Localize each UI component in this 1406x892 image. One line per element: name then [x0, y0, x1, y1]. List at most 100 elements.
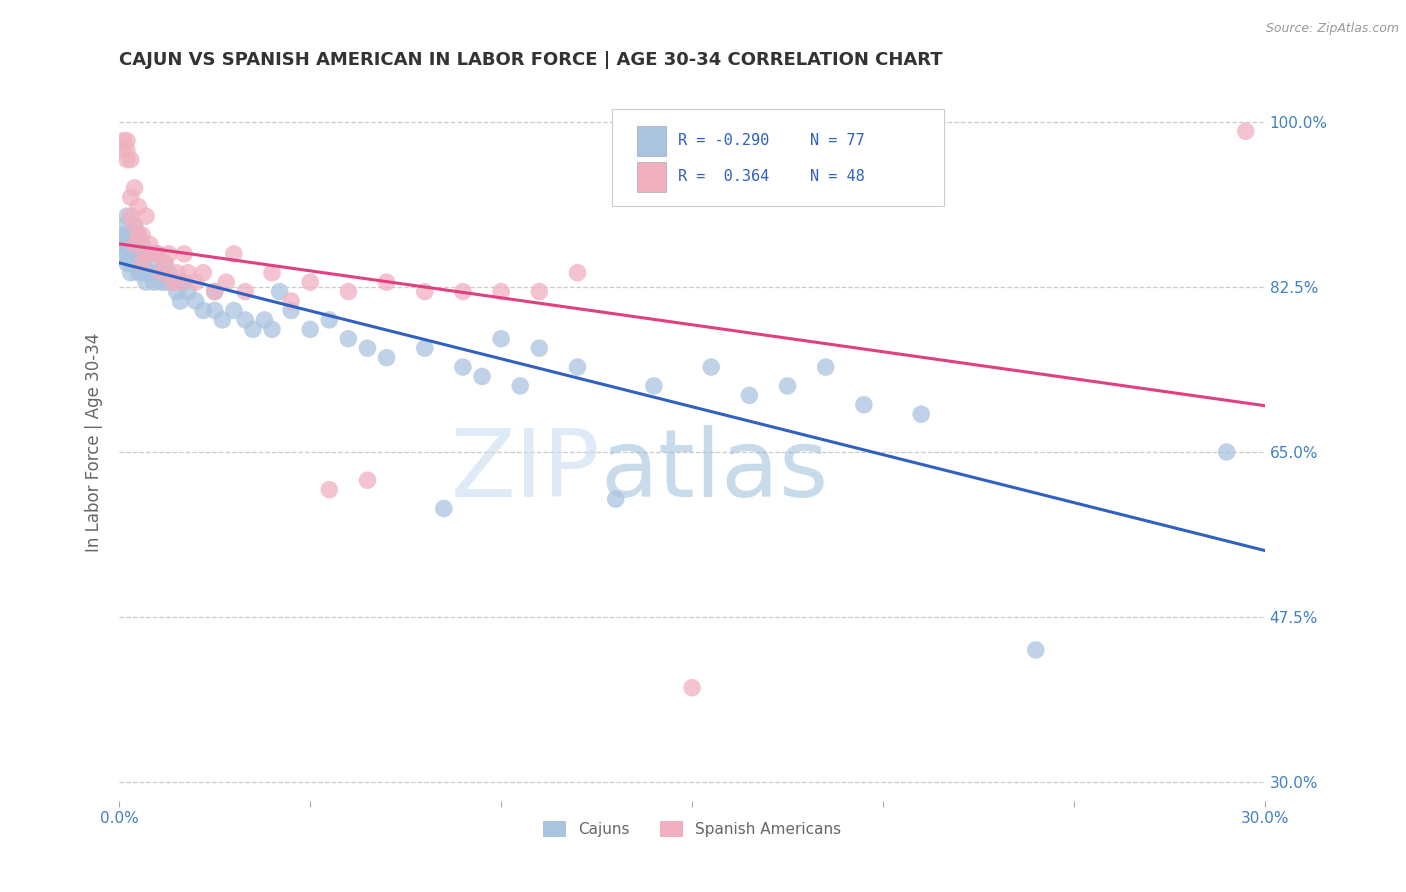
Point: [127, 247, 149, 261]
Point: [509, 379, 531, 393]
Point: [112, 237, 135, 252]
Text: R =  0.364: R = 0.364: [678, 169, 769, 184]
Point: [738, 388, 761, 402]
Point: [1215, 445, 1237, 459]
Text: N = 48: N = 48: [810, 169, 865, 184]
Point: [193, 303, 215, 318]
Point: [115, 256, 138, 270]
Point: [776, 379, 799, 393]
Legend: Cajuns, Spanish Americans: Cajuns, Spanish Americans: [537, 815, 848, 844]
Point: [204, 285, 226, 299]
Point: [157, 266, 180, 280]
Point: [115, 134, 138, 148]
Point: [120, 153, 142, 167]
Point: [260, 322, 283, 336]
Point: [184, 275, 207, 289]
Point: [375, 275, 398, 289]
Point: [146, 247, 169, 261]
Point: [529, 285, 551, 299]
Point: [112, 219, 135, 233]
Point: [112, 247, 135, 261]
Point: [184, 293, 207, 308]
Point: [356, 341, 378, 355]
Point: [150, 266, 173, 280]
Point: [120, 247, 142, 261]
Point: [1025, 643, 1047, 657]
Point: [146, 266, 169, 280]
Point: [135, 247, 157, 261]
Point: [124, 247, 146, 261]
Point: [433, 501, 456, 516]
Point: [115, 237, 138, 252]
Point: [120, 256, 142, 270]
Point: [115, 247, 138, 261]
Point: [169, 275, 191, 289]
Point: [162, 275, 184, 289]
Point: [153, 256, 176, 270]
Point: [135, 247, 157, 261]
Point: [135, 209, 157, 223]
Point: [139, 266, 162, 280]
Point: [529, 341, 551, 355]
Point: [1234, 124, 1257, 138]
Point: [451, 285, 474, 299]
Point: [120, 190, 142, 204]
Point: [166, 285, 188, 299]
Text: N = 77: N = 77: [810, 133, 865, 148]
Point: [471, 369, 494, 384]
Point: [112, 134, 135, 148]
Point: [112, 143, 135, 157]
Point: [852, 398, 875, 412]
Point: [120, 227, 142, 242]
Text: ZIP: ZIP: [451, 425, 600, 517]
Point: [131, 266, 153, 280]
Point: [135, 275, 157, 289]
Point: [124, 219, 146, 233]
Point: [115, 209, 138, 223]
Text: CAJUN VS SPANISH AMERICAN IN LABOR FORCE | AGE 30-34 CORRELATION CHART: CAJUN VS SPANISH AMERICAN IN LABOR FORCE…: [120, 51, 943, 69]
Point: [139, 247, 162, 261]
Point: [451, 359, 474, 374]
Point: [489, 332, 512, 346]
Point: [700, 359, 723, 374]
Point: [253, 313, 276, 327]
Point: [177, 266, 200, 280]
Point: [242, 322, 264, 336]
Point: [153, 256, 176, 270]
Point: [153, 275, 176, 289]
Point: [142, 247, 165, 261]
Point: [115, 143, 138, 157]
Point: [127, 227, 149, 242]
Point: [142, 256, 165, 270]
Point: [124, 219, 146, 233]
Point: [204, 285, 226, 299]
FancyBboxPatch shape: [637, 161, 665, 192]
Point: [124, 181, 146, 195]
Point: [127, 227, 149, 242]
Point: [193, 266, 215, 280]
Point: [131, 256, 153, 270]
Y-axis label: In Labor Force | Age 30-34: In Labor Force | Age 30-34: [86, 333, 103, 552]
Point: [131, 227, 153, 242]
Point: [910, 407, 932, 421]
Point: [142, 275, 165, 289]
Point: [299, 275, 322, 289]
Point: [567, 359, 589, 374]
Point: [204, 303, 226, 318]
Point: [299, 322, 322, 336]
Point: [222, 303, 245, 318]
Point: [375, 351, 398, 365]
Point: [337, 285, 360, 299]
Point: [150, 275, 173, 289]
Point: [356, 473, 378, 487]
Point: [162, 275, 184, 289]
Point: [139, 237, 162, 252]
Point: [131, 237, 153, 252]
Point: [489, 285, 512, 299]
Text: R = -0.290: R = -0.290: [678, 133, 769, 148]
Point: [233, 313, 256, 327]
Point: [211, 313, 233, 327]
Point: [115, 153, 138, 167]
Point: [605, 492, 627, 507]
Point: [115, 227, 138, 242]
